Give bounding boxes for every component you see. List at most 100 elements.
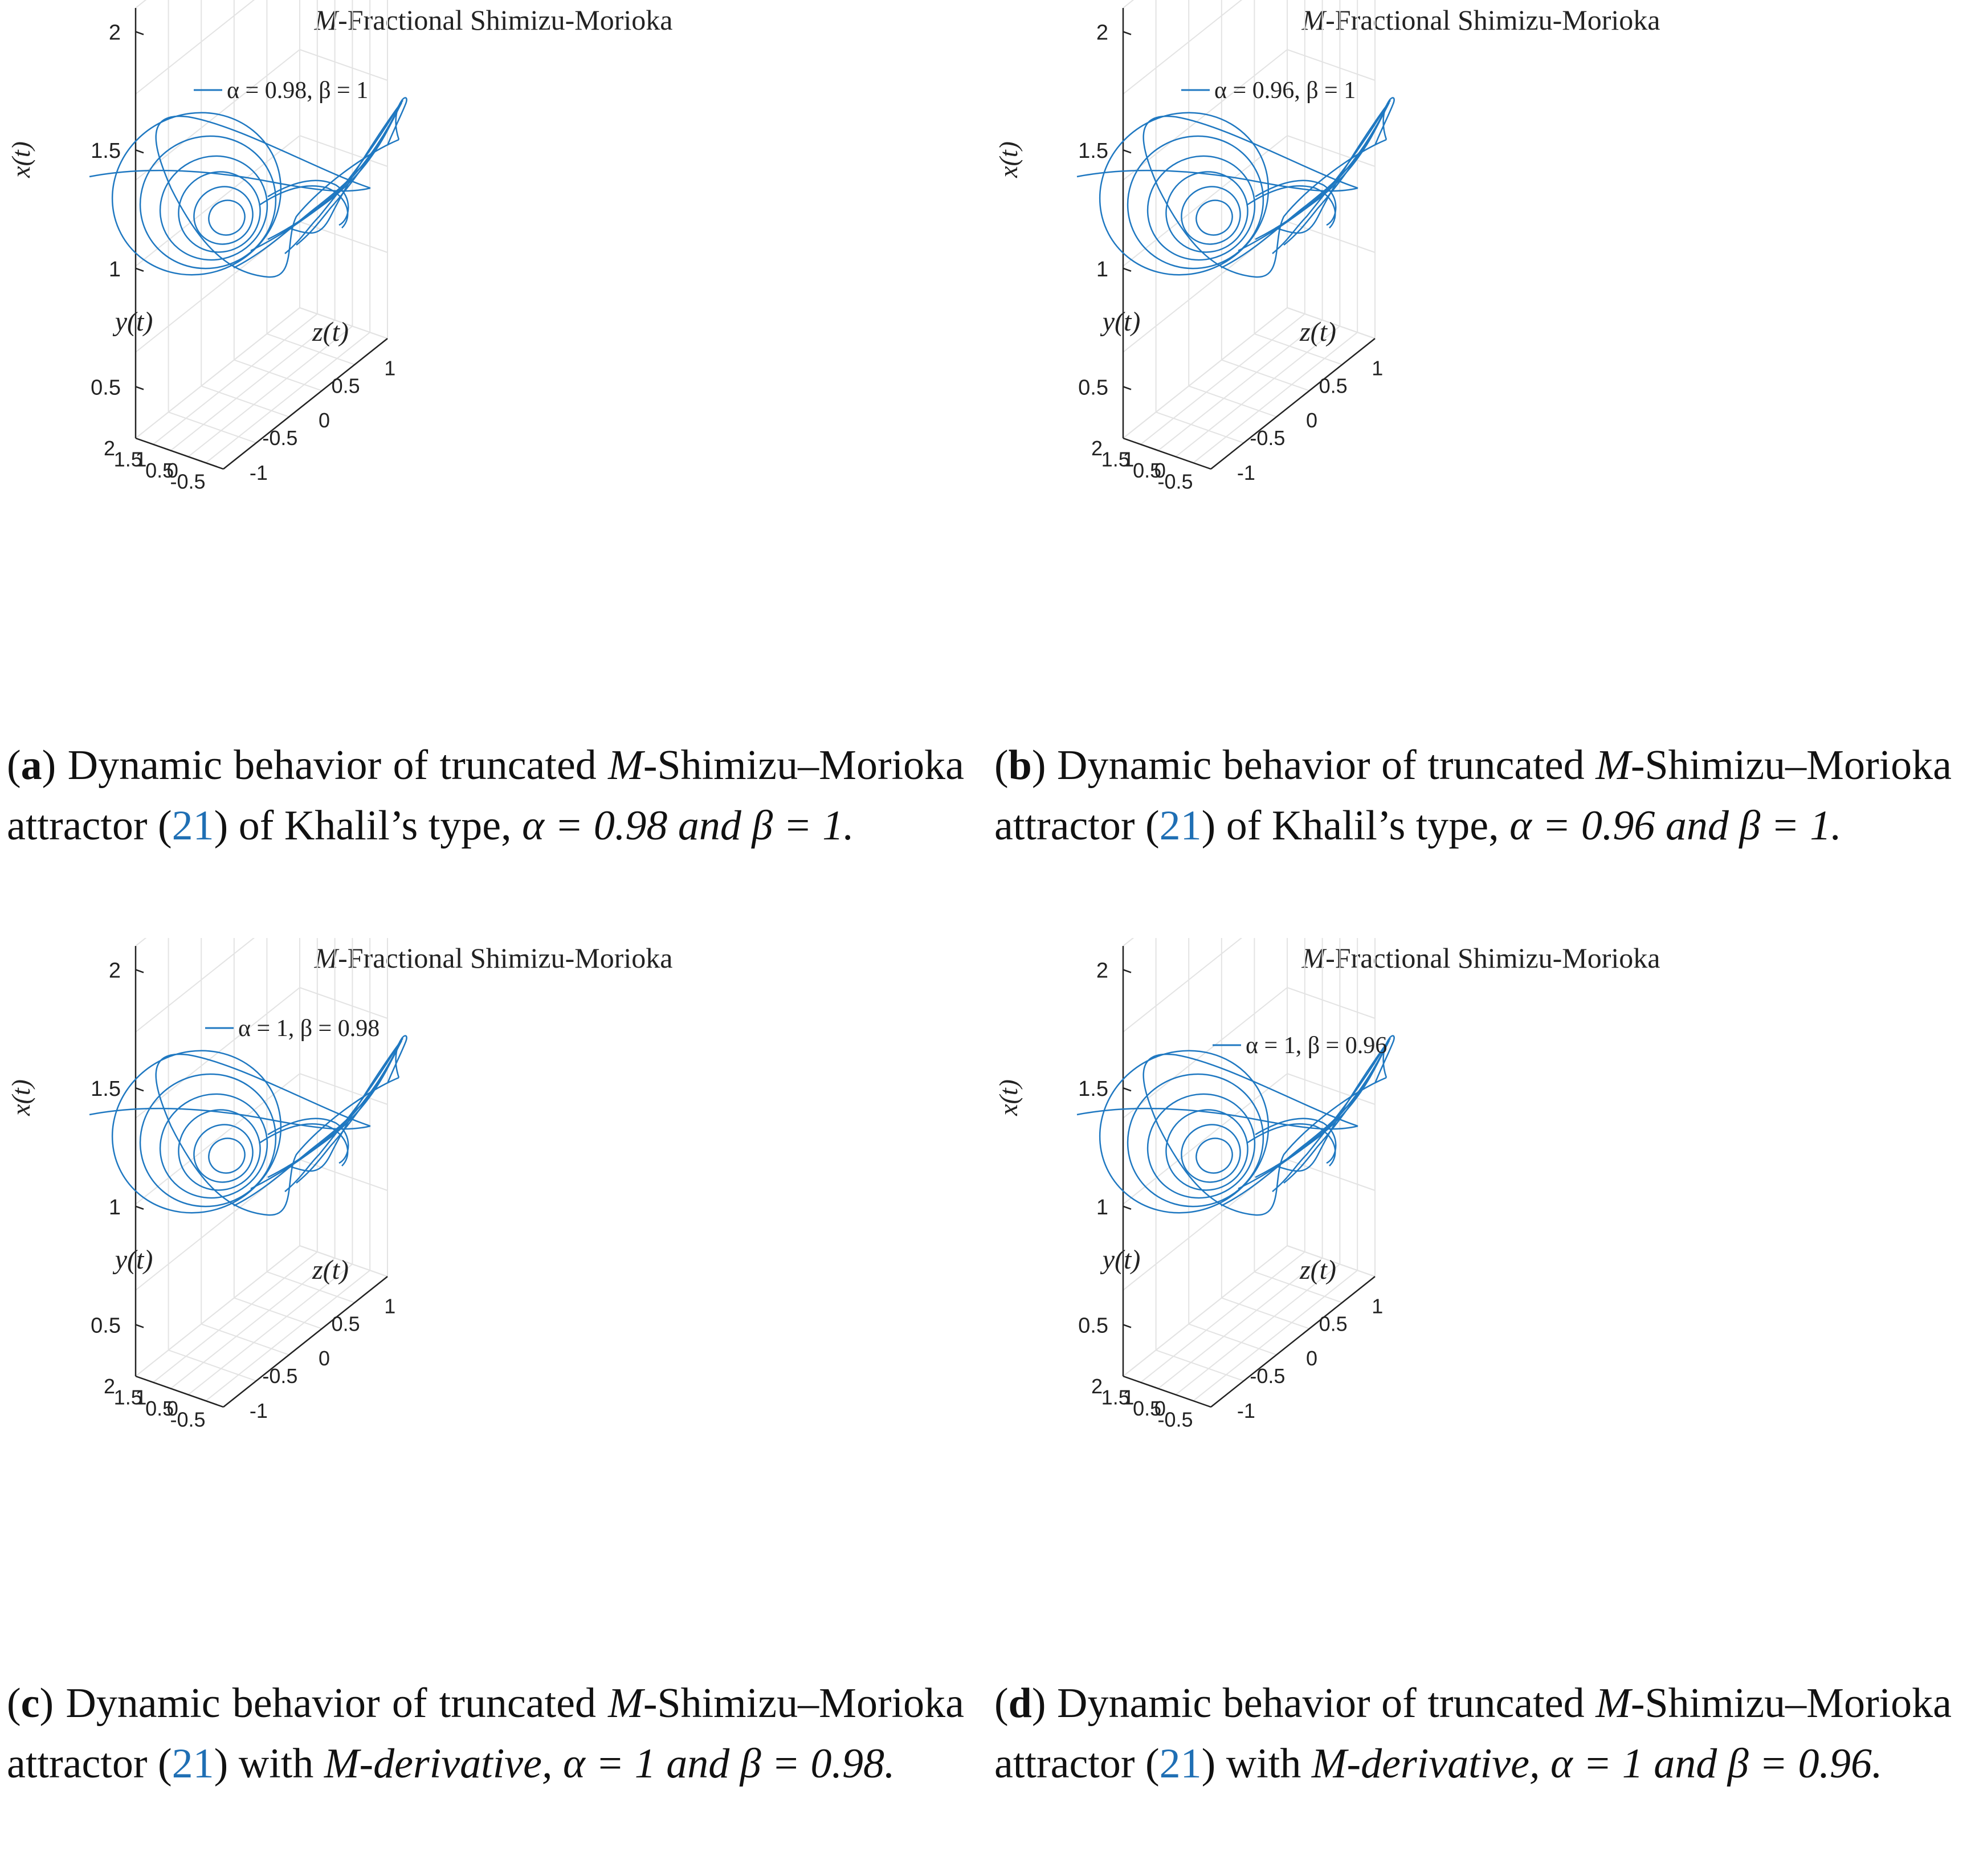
grid-line xyxy=(1287,49,1376,81)
wing-path xyxy=(1275,100,1392,234)
tick-label: 0 xyxy=(319,1347,330,1370)
grid-line xyxy=(299,1245,388,1277)
grid-line xyxy=(1123,135,1288,267)
tick-mark xyxy=(135,149,144,154)
spiral-loop xyxy=(159,1093,268,1199)
tick-mark xyxy=(135,31,144,35)
caption-c: (c) Dynamic behavior of truncated M-Shim… xyxy=(7,1673,964,1794)
tick-label: 0 xyxy=(167,459,178,482)
spiral-loop xyxy=(1146,1093,1256,1199)
spiral-loop xyxy=(111,1050,282,1214)
wing-path xyxy=(1283,1040,1390,1184)
equation-ref-link[interactable]: 21 xyxy=(172,802,214,849)
attractor-plot-b: M-Fractional Shimizu-Morioka 0.5 1 1.5 2 2 1.5… xyxy=(988,0,1975,710)
grid-line xyxy=(135,938,255,1033)
wing-path xyxy=(267,180,349,226)
grid-line xyxy=(299,307,388,339)
plot-svg: M-Fractional Shimizu-Morioka0.511.5221.5… xyxy=(6,938,673,1432)
grid-line xyxy=(1156,411,1244,444)
figure-panel-b: M-Fractional Shimizu-Morioka 0.5 1 1.5 2 2 1.5… xyxy=(988,0,1975,938)
attractor-trajectory xyxy=(89,1035,407,1216)
caption-d: (d) Dynamic behavior of truncated M-Shim… xyxy=(994,1673,1952,1794)
tip-loop xyxy=(386,97,407,146)
caption-text-2: -Shimizu–Morioka attractor ( xyxy=(994,1680,1952,1787)
spiral-loop xyxy=(1127,1073,1264,1208)
tip-loop xyxy=(1374,1035,1395,1084)
plot-svg: M-Fractional Shimizu-Morioka0.511.5221.5… xyxy=(6,0,673,494)
grid-line xyxy=(187,1263,353,1396)
tick-label: 1 xyxy=(384,357,395,380)
grid-line xyxy=(299,135,388,167)
tick-mark xyxy=(135,1205,144,1210)
tick-label: 1.5 xyxy=(91,139,121,163)
grid-line xyxy=(135,938,147,947)
caption-text: Dynamic behavior of truncated xyxy=(1057,1680,1585,1727)
grid-line xyxy=(1140,313,1305,445)
tick-label: 1 xyxy=(109,258,121,282)
tick-label: 1.5 xyxy=(1101,448,1130,471)
wing-path xyxy=(284,100,403,254)
spiral-loop xyxy=(193,1124,254,1183)
figure-panel-c: M-Fractional Shimizu-Morioka 0.5 1 1.5 2 2 1.5… xyxy=(0,938,988,1876)
grid-line xyxy=(1188,385,1277,418)
grid-line xyxy=(1287,307,1376,339)
grid-line xyxy=(1140,1251,1305,1383)
tick-label: -0.5 xyxy=(170,1408,206,1432)
caption-text-3: ) of Khalil’s type, xyxy=(1201,802,1510,849)
grid-line xyxy=(1221,359,1310,391)
equation-ref-link[interactable]: 21 xyxy=(172,1740,214,1787)
caption-text: Dynamic behavior of truncated xyxy=(67,742,597,789)
grid-line xyxy=(187,325,353,458)
grid-line xyxy=(153,1251,318,1383)
outer-loop xyxy=(1142,115,1387,278)
y-axis-line xyxy=(1123,437,1211,470)
grid-line xyxy=(1287,1073,1376,1105)
plot-svg: M-Fractional Shimizu-Morioka0.511.5221.5… xyxy=(994,0,1660,494)
legend-label: α = 1, β = 0.96 xyxy=(1246,1033,1387,1059)
wing-path xyxy=(1238,1043,1388,1190)
spiral-loop xyxy=(159,155,268,261)
spiral-loop xyxy=(1165,1109,1248,1191)
legend-label: α = 1, β = 0.98 xyxy=(238,1016,380,1042)
grid-line xyxy=(299,1073,388,1105)
grid-line xyxy=(135,135,300,267)
tick-label: 1.5 xyxy=(1078,1077,1108,1101)
tick-mark xyxy=(1123,267,1132,272)
attractor-trajectory xyxy=(89,97,407,278)
wing-path xyxy=(296,102,403,246)
tick-mark xyxy=(1123,1324,1132,1328)
equation-ref-link[interactable]: 21 xyxy=(1159,802,1202,849)
tick-label: -0.5 xyxy=(1158,470,1193,494)
tick-mark xyxy=(135,1324,144,1328)
tick-label: -0.5 xyxy=(262,1364,297,1388)
tick-label: 2 xyxy=(1096,959,1108,983)
caption-text-4: M-derivative, α = 1 and β = 0.98. xyxy=(324,1740,895,1787)
grid-line xyxy=(1175,325,1341,458)
grid-line xyxy=(1287,987,1376,1019)
spiral-loop xyxy=(193,186,254,245)
plot-group: M-Fractional Shimizu-Morioka0.511.5221.5… xyxy=(994,938,1660,1432)
y-axis-label: y(t) xyxy=(1100,1245,1141,1275)
spiral-loop xyxy=(1127,135,1264,270)
wing-path xyxy=(267,103,402,240)
attractor-plot-c: M-Fractional Shimizu-Morioka 0.5 1 1.5 2 2 1.5… xyxy=(0,938,988,1648)
z-axis-line xyxy=(223,1276,388,1408)
grid-line xyxy=(1175,1263,1341,1396)
spiral-loop xyxy=(1146,155,1256,261)
grid-line xyxy=(201,385,289,418)
tick-label: 0 xyxy=(1154,459,1166,482)
equation-ref-link[interactable]: 21 xyxy=(1159,1740,1202,1787)
legend: α = 1, β = 0.96 xyxy=(1213,1033,1387,1059)
tick-label: 1.5 xyxy=(114,448,142,471)
grid-line xyxy=(299,49,388,81)
tick-label: -1 xyxy=(1237,461,1255,484)
wing-path xyxy=(267,1118,349,1164)
legend-label: α = 0.98, β = 1 xyxy=(227,78,368,104)
plot-svg: M-Fractional Shimizu-Morioka0.511.5221.5… xyxy=(994,938,1660,1432)
caption-text-2: -Shimizu–Morioka attractor ( xyxy=(7,742,964,849)
caption-text: Dynamic behavior of truncated xyxy=(66,1680,596,1727)
grid-line xyxy=(1188,1323,1277,1356)
plot-title: M-Fractional Shimizu-Morioka xyxy=(313,942,672,974)
z-axis-label: z(t) xyxy=(312,1255,349,1285)
title-rest: -Fractional Shimizu-Morioka xyxy=(338,942,672,974)
